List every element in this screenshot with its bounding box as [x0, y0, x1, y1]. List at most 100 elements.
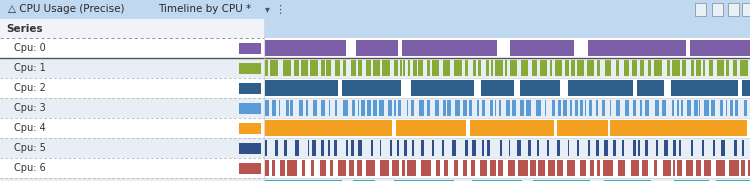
Bar: [725, 100, 727, 116]
Bar: [588, 40, 686, 56]
Bar: [677, 100, 679, 116]
Bar: [656, 140, 658, 156]
Bar: [380, 160, 389, 176]
Bar: [742, 140, 744, 156]
Bar: [351, 140, 354, 156]
Bar: [538, 160, 545, 176]
Bar: [695, 3, 706, 16]
Bar: [313, 100, 316, 116]
Bar: [407, 100, 408, 116]
Bar: [517, 140, 520, 156]
Bar: [548, 160, 555, 176]
Text: ⋮: ⋮: [274, 5, 285, 14]
Bar: [605, 60, 611, 76]
Bar: [454, 60, 461, 76]
Bar: [622, 140, 624, 156]
Bar: [265, 158, 750, 178]
Bar: [407, 60, 410, 76]
Bar: [346, 140, 347, 156]
Bar: [585, 100, 586, 116]
Bar: [373, 60, 380, 76]
Bar: [716, 160, 725, 176]
Bar: [526, 100, 531, 116]
Bar: [298, 100, 303, 116]
Bar: [742, 80, 750, 96]
Bar: [265, 118, 750, 138]
Bar: [671, 80, 738, 96]
Bar: [530, 160, 536, 176]
Bar: [742, 3, 750, 16]
Bar: [632, 160, 639, 176]
Bar: [380, 100, 384, 116]
Bar: [239, 163, 261, 174]
Bar: [482, 140, 484, 156]
Bar: [433, 140, 434, 156]
Bar: [568, 80, 634, 96]
Bar: [740, 60, 748, 76]
Bar: [610, 120, 747, 136]
Bar: [510, 60, 518, 76]
Bar: [748, 160, 750, 176]
Bar: [478, 60, 482, 76]
Bar: [709, 60, 712, 76]
Bar: [547, 140, 549, 156]
Bar: [536, 100, 542, 116]
Bar: [588, 140, 590, 156]
Bar: [674, 140, 676, 156]
Bar: [580, 100, 583, 116]
Bar: [455, 100, 460, 116]
Bar: [645, 140, 648, 156]
Bar: [265, 120, 392, 136]
Bar: [686, 160, 694, 176]
Bar: [682, 60, 686, 76]
Bar: [521, 60, 528, 76]
Bar: [452, 140, 456, 156]
Bar: [604, 180, 651, 181]
Bar: [350, 160, 354, 176]
Bar: [0, 138, 265, 158]
Bar: [744, 100, 747, 116]
Bar: [472, 60, 476, 76]
Bar: [265, 140, 267, 156]
Bar: [557, 140, 560, 156]
Bar: [479, 160, 487, 176]
Text: Cpu: 5: Cpu: 5: [14, 143, 46, 153]
Bar: [265, 138, 750, 158]
Bar: [464, 160, 467, 176]
Bar: [528, 140, 531, 156]
Bar: [338, 160, 346, 176]
Bar: [496, 60, 502, 76]
Bar: [602, 100, 605, 116]
Bar: [265, 98, 750, 118]
Bar: [472, 140, 476, 156]
Text: Cpu: 0: Cpu: 0: [14, 43, 46, 53]
Bar: [632, 60, 637, 76]
Bar: [265, 160, 268, 176]
Bar: [532, 180, 590, 181]
Bar: [673, 160, 675, 176]
Bar: [432, 60, 439, 76]
Bar: [614, 140, 616, 156]
Bar: [398, 140, 399, 156]
Bar: [713, 140, 716, 156]
Bar: [490, 160, 496, 176]
Bar: [570, 100, 572, 116]
Bar: [712, 3, 723, 16]
Bar: [239, 83, 261, 94]
Bar: [265, 100, 268, 116]
Bar: [404, 140, 407, 156]
Bar: [655, 60, 662, 76]
Bar: [265, 58, 750, 78]
Bar: [604, 140, 608, 156]
Bar: [544, 100, 547, 116]
Text: Cpu: 3: Cpu: 3: [14, 103, 46, 113]
Bar: [398, 100, 401, 116]
Bar: [334, 140, 337, 156]
Bar: [729, 160, 739, 176]
Bar: [736, 100, 738, 116]
Bar: [329, 100, 331, 116]
Bar: [596, 140, 599, 156]
Bar: [672, 60, 680, 76]
Bar: [728, 3, 739, 16]
Bar: [0, 19, 265, 38]
